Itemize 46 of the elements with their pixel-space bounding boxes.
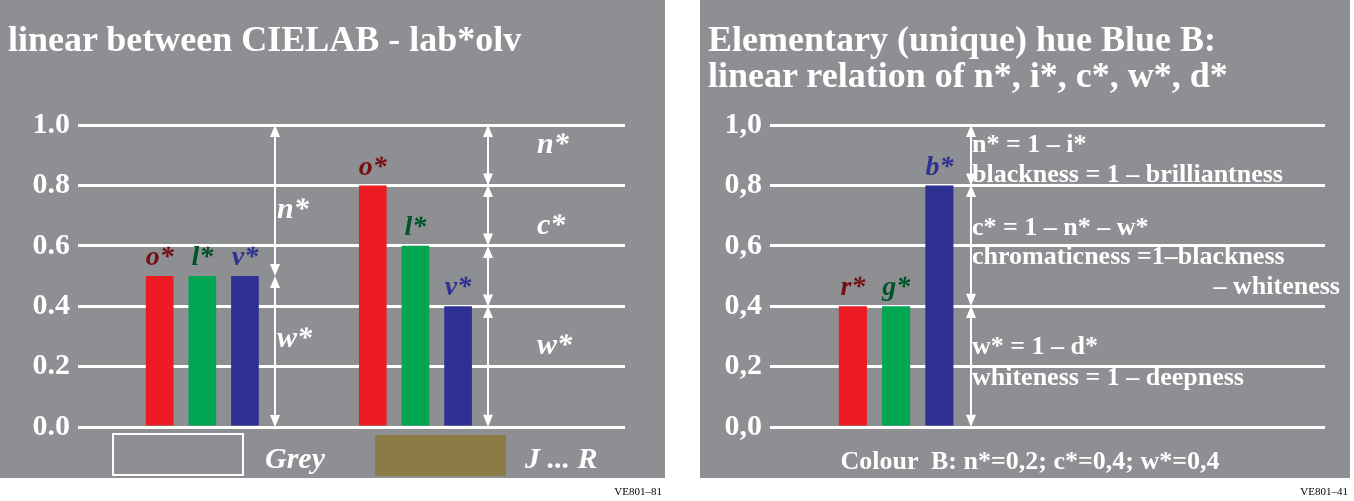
bar (188, 276, 217, 426)
text: VE801–81 (614, 484, 662, 497)
text: whiteness = 1 – deepness (972, 361, 1244, 391)
bar (401, 245, 430, 426)
bar (231, 276, 259, 426)
bar (444, 306, 472, 426)
text: Grey (265, 440, 326, 474)
bar (145, 276, 174, 426)
text: n* (537, 125, 570, 159)
x-tick-label: b* (925, 149, 955, 181)
y-tick-label: 0.0 (32, 407, 70, 441)
x-tick-label: o* (145, 240, 175, 272)
text: VE801–41 (1300, 484, 1348, 497)
text: c* = 1 – n* – w* (972, 211, 1149, 241)
annotation: n* (277, 190, 310, 224)
x-tick-label: l* (404, 210, 428, 242)
y-tick-label: 0.4 (32, 286, 70, 320)
x-tick-label: l* (191, 240, 215, 272)
x-tick-label: g* (881, 270, 912, 302)
text: – whiteness (1212, 270, 1340, 300)
x-tick-label: o* (358, 149, 388, 181)
x-tick-label: v* (231, 240, 260, 272)
text: blackness = 1 – brilliantness (972, 158, 1283, 188)
y-tick-label: 0,4 (724, 286, 762, 320)
y-tick-label: 0.2 (32, 347, 70, 381)
y-tick-label: 1,0 (724, 105, 762, 139)
bar (358, 185, 387, 426)
x-tick-label: v* (444, 270, 473, 302)
text: chromaticness =1–blackness (972, 240, 1285, 270)
x-tick-label: r* (840, 270, 867, 302)
y-tick-label: 0,6 (724, 226, 762, 260)
y-tick-label: 0,8 (724, 166, 762, 200)
text: Colour B: n*=0,2; c*=0,4; w*=0,4 (840, 445, 1220, 475)
text: c* (537, 206, 567, 240)
y-tick-label: 0.6 (32, 226, 70, 260)
text: w* (537, 326, 574, 360)
chart-title: linear between CIELAB - lab*olv (8, 19, 522, 60)
y-tick-label: 1.0 (32, 105, 70, 139)
y-tick-label: 0.8 (32, 166, 70, 200)
chart-title: Elementary (unique) hue Blue B: linear relation of n*, i*, c*, w*, d* (708, 19, 1228, 96)
text: n* = 1 – i* (972, 128, 1087, 158)
text: w* = 1 – d* (972, 330, 1099, 360)
y-tick-label: 0,0 (724, 407, 762, 441)
annotation: w* (277, 319, 314, 353)
text: J ... R (524, 440, 598, 474)
y-tick-label: 0,2 (724, 347, 762, 381)
